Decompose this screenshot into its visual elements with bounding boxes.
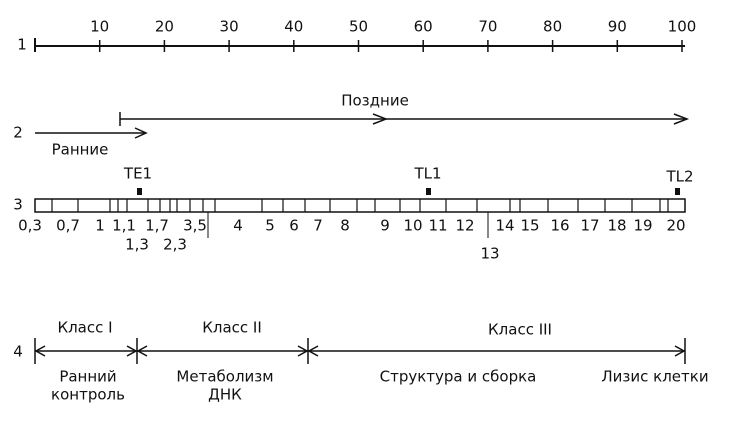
segment-label: 12 bbox=[455, 217, 474, 235]
class-function: Метаболизм bbox=[176, 368, 273, 386]
arrowhead bbox=[673, 113, 690, 125]
marker-label: TL2 bbox=[665, 168, 693, 186]
early-label: Ранние bbox=[52, 141, 109, 159]
row-label: 3 bbox=[13, 196, 23, 214]
scale-tick-label: 10 bbox=[90, 18, 109, 36]
scale-tick-label: 20 bbox=[155, 18, 174, 36]
late-label: Поздние bbox=[341, 92, 409, 110]
class-name: Класс II bbox=[202, 319, 262, 337]
scale-tick-label: 50 bbox=[349, 18, 368, 36]
scale-tick-label: 30 bbox=[220, 18, 239, 36]
marker bbox=[426, 188, 431, 195]
segment-label: 9 bbox=[380, 217, 390, 235]
scale-tick-label: 40 bbox=[284, 18, 303, 36]
class-function: Лизис клетки bbox=[601, 368, 708, 386]
segment-label: 1,7 bbox=[145, 217, 169, 235]
genome-bar bbox=[34, 198, 686, 213]
segment-label: 3,5 bbox=[183, 217, 207, 235]
scale-tick-label: 60 bbox=[414, 18, 433, 36]
marker bbox=[137, 188, 142, 195]
segment-label: 4 bbox=[233, 217, 243, 235]
segment-label: 1,1 bbox=[112, 217, 136, 235]
genome-ticks bbox=[51, 199, 669, 212]
segment-label: 20 bbox=[666, 217, 685, 235]
segment-label: 5 bbox=[265, 217, 275, 235]
scale-tick-label: 90 bbox=[608, 18, 627, 36]
segment-label: 10 bbox=[403, 217, 422, 235]
scale-ticks: 10 20 30 40 50 60 70 80 90 100 bbox=[90, 18, 697, 52]
segment-label: 17 bbox=[580, 217, 599, 235]
class-name: Класс III bbox=[488, 321, 552, 339]
segment-label: 2,3 bbox=[163, 236, 187, 254]
arrowhead bbox=[134, 127, 148, 139]
segment-label: 14 bbox=[495, 217, 514, 235]
arrowheads bbox=[34, 345, 686, 357]
segment-label: 19 bbox=[633, 217, 652, 235]
segment-label: 15 bbox=[520, 217, 539, 235]
marker-label: TL1 bbox=[413, 165, 441, 183]
arrowhead bbox=[372, 113, 389, 125]
marker-label: TE1 bbox=[123, 165, 152, 183]
class-function: контроль bbox=[51, 386, 125, 404]
segment-label: 13 bbox=[480, 245, 499, 263]
row-label: 1 bbox=[17, 36, 27, 54]
segment-label: 18 bbox=[607, 217, 626, 235]
class-function: Ранний bbox=[59, 368, 116, 386]
segment-label: 16 bbox=[550, 217, 569, 235]
segment-label: 1 bbox=[95, 217, 105, 235]
segment-label: 1,3 bbox=[125, 236, 149, 254]
segment-label: 8 bbox=[340, 217, 350, 235]
segment-labels: 0,3 0,7 1 1,1 1,7 3,5 4 5 6 7 8 9 10 11 12 14 15 16 17 18 19… bbox=[18, 217, 685, 235]
segment-label: 11 bbox=[428, 217, 447, 235]
segment-label: 0,7 bbox=[56, 217, 80, 235]
scale-tick-label: 80 bbox=[543, 18, 562, 36]
marker bbox=[675, 188, 680, 195]
row-label: 4 bbox=[13, 343, 23, 361]
scale-tick-label: 100 bbox=[668, 18, 697, 36]
segment-label: 6 bbox=[289, 217, 299, 235]
class-function: Структура и сборка bbox=[380, 368, 537, 386]
segment-label: 0,3 bbox=[18, 217, 42, 235]
class-name: Класс I bbox=[57, 319, 112, 337]
class-function: ДНК bbox=[208, 386, 242, 404]
row-label: 2 bbox=[13, 124, 23, 142]
scale-tick-label: 70 bbox=[478, 18, 497, 36]
segment-label: 7 bbox=[313, 217, 323, 235]
